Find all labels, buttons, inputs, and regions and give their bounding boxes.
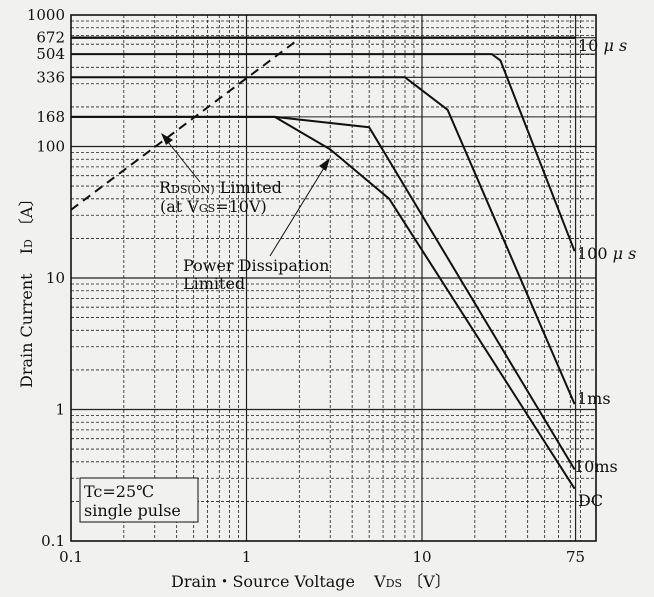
pd-label-line2: Limited [183,274,245,293]
x-tick-label: 1 [242,548,252,566]
y-axis-title-unit: 〔A〕 [17,191,36,235]
series-100-s [71,53,576,252]
y-tick-label: 504 [36,45,65,63]
x-axis-title-unit: 〔V〕 [407,572,451,591]
rds-cond-rest: =10V) [215,197,267,216]
y-tick-label: 10 [46,269,65,287]
rds-label-sub: DS(ON) [171,183,215,196]
label-dc: DC [578,491,603,510]
label-10ms: 10ms [574,457,618,476]
label-10us-unit: μ s [603,36,627,55]
x-axis-title-sym: V [373,572,386,591]
rds-cond-sub: GS [199,202,215,215]
y-axis-title-sub: D [22,239,35,248]
x-axis-title-sub: DS [386,577,402,590]
x-axis-title: Drain・Source Voltage VDS 〔V〕 [171,572,451,591]
label-1ms: 1ms [577,389,611,408]
rds-label-r: R [159,178,172,197]
y-tick-label: 672 [36,29,65,47]
condition-box [79,477,199,523]
y-axis-title-sym: I [17,248,36,254]
rds-arrow [163,136,201,183]
y-axis-title-main: Drain Current [17,273,36,388]
label-100us-main: 100 [577,244,608,263]
y-tick-label: 1 [55,401,65,419]
rds-label-line2: (at VGS=10V) [160,197,267,216]
curves [70,36,576,490]
label-100us: 100 μ s [577,244,636,263]
rds-label-rest: Limited [215,178,282,197]
rds-label-line1: RDS(ON) Limited [159,178,282,197]
pd-arrow-head [319,158,330,171]
y-tick-label: 100 [36,138,65,156]
y-tick-label: 336 [36,68,65,86]
y-tick-label: 168 [36,108,65,126]
plot-frame [70,14,597,542]
x-tick-label: 0.1 [59,548,83,566]
x-tick-label: 10 [412,548,431,566]
label-10us-main: 10 [578,36,598,55]
pd-arrow [269,162,328,257]
y-axis-title: Drain Current ID 〔A〕 [17,191,36,388]
condition-line1: Tc=25℃ [84,482,154,501]
rds-arrow-head [161,133,173,145]
y-tick-label: 0.1 [41,532,65,550]
series-rds-on-limited [70,37,300,211]
x-tick-label: 75 [566,548,585,566]
pd-label-line1: Power Dissipation [183,256,329,275]
rds-cond-pre: (at V [160,197,199,216]
y-tick-label: 1000 [27,6,65,24]
series-1ms [71,76,576,405]
x-axis-title-main: Drain・Source Voltage [171,572,355,591]
condition-line2: single pulse [84,501,181,520]
label-100us-unit: μ s [613,244,637,263]
label-10us: 10 μ s [578,36,627,55]
series-dc [71,115,576,490]
